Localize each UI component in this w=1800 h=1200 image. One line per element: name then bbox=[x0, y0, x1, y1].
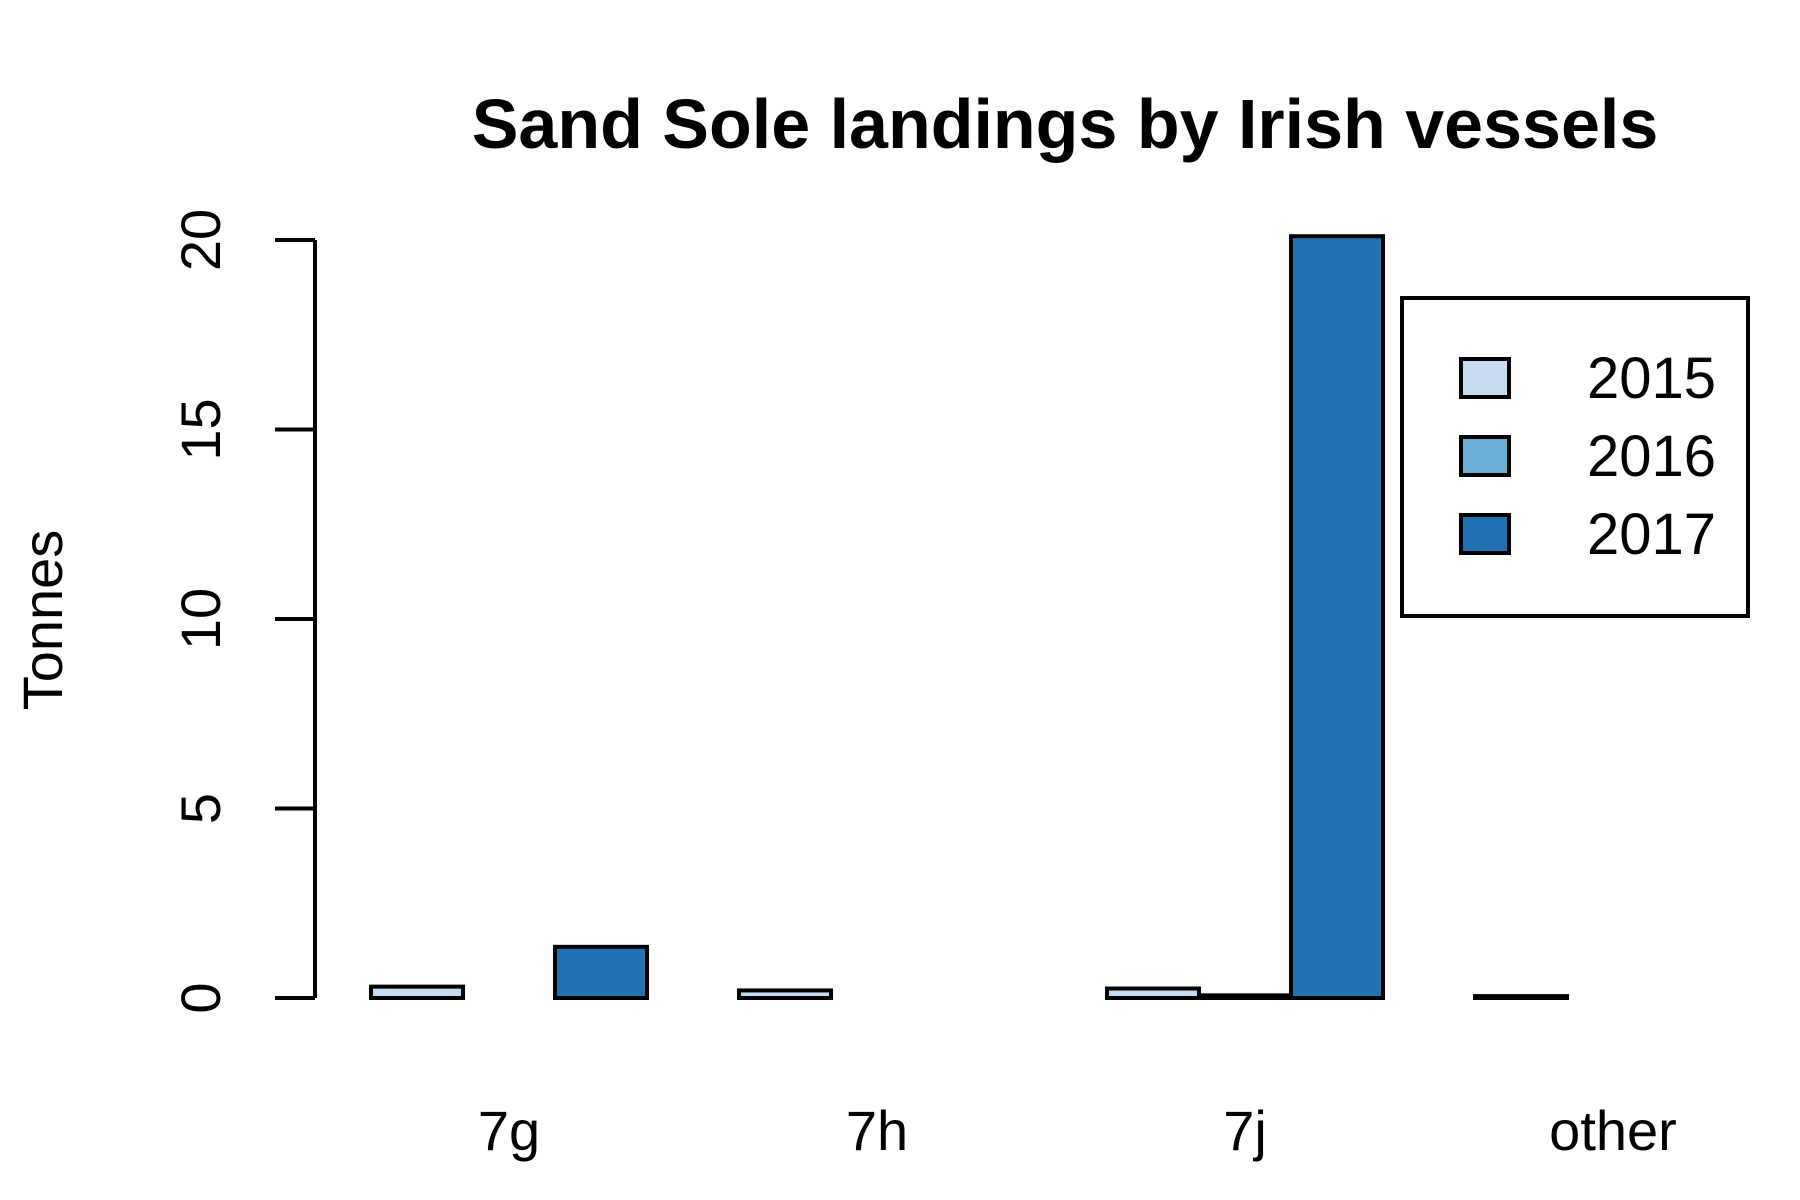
bar-7g-2017 bbox=[553, 944, 649, 1001]
bar-7j-2016 bbox=[1197, 993, 1293, 1000]
bars bbox=[369, 234, 1569, 1001]
y-tick-label: 10 bbox=[169, 588, 232, 650]
y-tick-label: 0 bbox=[169, 982, 232, 1013]
bar-7j-2015 bbox=[1105, 986, 1201, 1001]
x-tick-label: 7g bbox=[478, 1099, 540, 1162]
legend-swatch-2017 bbox=[1459, 513, 1511, 555]
x-tick-label: 7j bbox=[1223, 1099, 1267, 1162]
chart-title: Sand Sole landings by Irish vessels bbox=[472, 85, 1659, 163]
legend-swatch-2015 bbox=[1459, 357, 1511, 399]
legend-label: 2017 bbox=[1587, 502, 1716, 567]
legend-label: 2016 bbox=[1587, 424, 1716, 489]
legend-swatch-2016 bbox=[1459, 435, 1511, 477]
x-tick-label: other bbox=[1549, 1099, 1677, 1162]
bar-7h-2015 bbox=[737, 988, 833, 1000]
x-tick-label: 7h bbox=[846, 1099, 908, 1162]
bar-7g-2015 bbox=[369, 984, 465, 1001]
y-axis-label: Tonnes bbox=[11, 530, 74, 711]
y-tick-label: 15 bbox=[169, 398, 232, 460]
bar-other-2015 bbox=[1473, 994, 1569, 1000]
y-tick-label: 5 bbox=[169, 793, 232, 824]
legend-label: 2015 bbox=[1587, 346, 1716, 411]
legend: 2015 2016 2017 bbox=[1400, 296, 1750, 618]
y-tick-label: 20 bbox=[169, 209, 232, 271]
bar-7j-2017 bbox=[1289, 234, 1385, 1000]
y-axis: 0 5 10 15 20 bbox=[169, 209, 317, 1014]
x-axis-labels: 7g 7h 7j other bbox=[478, 1099, 1677, 1162]
